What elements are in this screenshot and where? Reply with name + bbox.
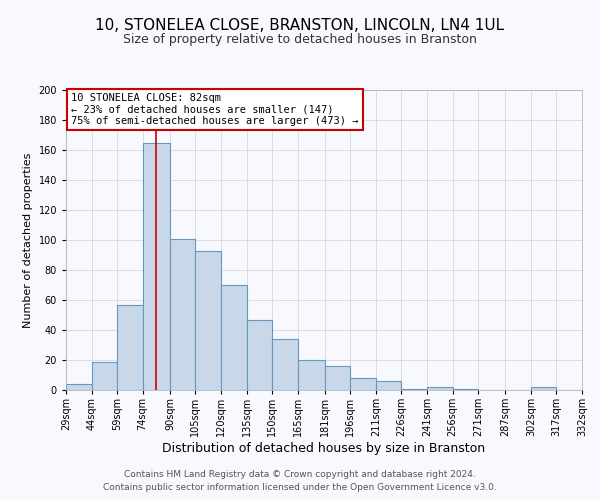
Bar xyxy=(401,388,427,390)
Bar xyxy=(196,250,221,390)
Bar xyxy=(92,362,117,390)
Bar xyxy=(427,387,452,390)
Text: 10, STONELEA CLOSE, BRANSTON, LINCOLN, LN4 1UL: 10, STONELEA CLOSE, BRANSTON, LINCOLN, L… xyxy=(95,18,505,32)
Text: Contains HM Land Registry data © Crown copyright and database right 2024.: Contains HM Land Registry data © Crown c… xyxy=(124,470,476,479)
Y-axis label: Number of detached properties: Number of detached properties xyxy=(23,152,33,328)
Bar xyxy=(170,238,196,390)
X-axis label: Distribution of detached houses by size in Branston: Distribution of detached houses by size … xyxy=(163,442,485,455)
Bar xyxy=(117,304,143,390)
Text: Size of property relative to detached houses in Branston: Size of property relative to detached ho… xyxy=(123,32,477,46)
Bar xyxy=(221,285,247,390)
Bar xyxy=(143,142,170,390)
Bar xyxy=(298,360,325,390)
Text: 10 STONELEA CLOSE: 82sqm
← 23% of detached houses are smaller (147)
75% of semi-: 10 STONELEA CLOSE: 82sqm ← 23% of detach… xyxy=(71,93,359,126)
Text: Contains public sector information licensed under the Open Government Licence v3: Contains public sector information licen… xyxy=(103,484,497,492)
Bar xyxy=(376,381,401,390)
Bar xyxy=(272,339,298,390)
Bar xyxy=(531,387,556,390)
Bar xyxy=(66,384,92,390)
Bar xyxy=(452,388,478,390)
Bar xyxy=(247,320,272,390)
Bar xyxy=(325,366,350,390)
Bar xyxy=(350,378,376,390)
